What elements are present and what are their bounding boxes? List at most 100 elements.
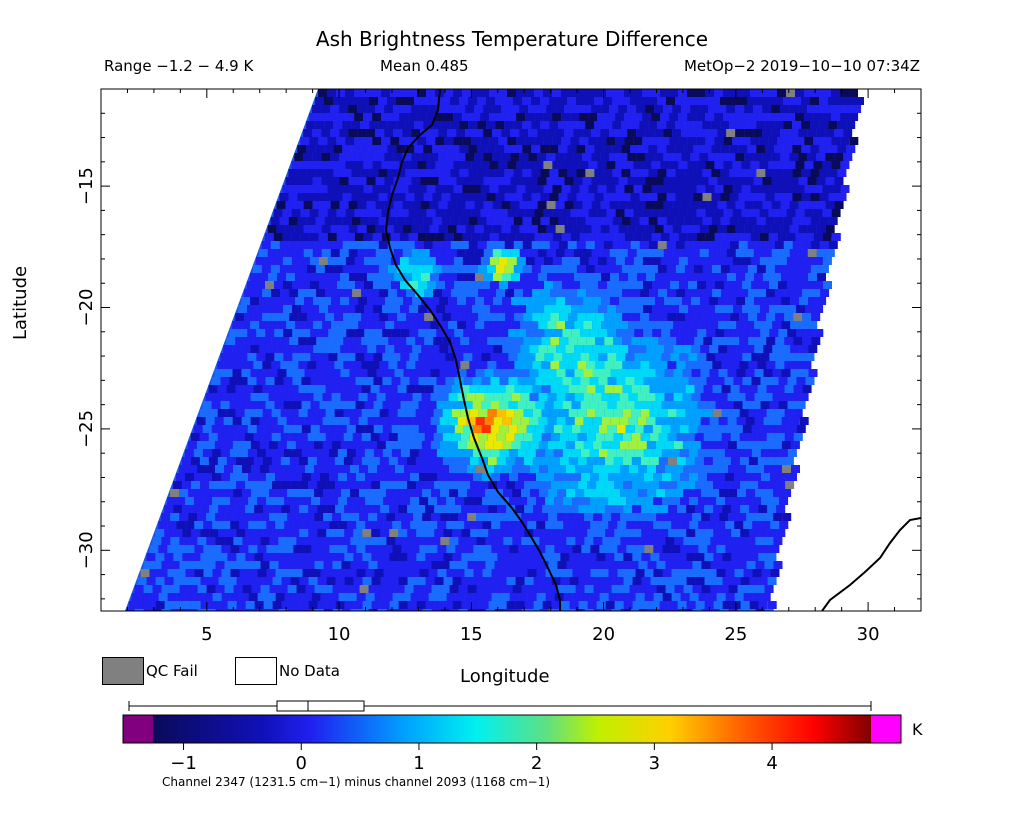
swath-cell (209, 577, 219, 585)
swath-cell (583, 321, 593, 329)
swath-cell (376, 393, 386, 401)
swath-cell (846, 145, 856, 153)
swath-cell (497, 481, 507, 489)
swath-cell (250, 273, 259, 281)
swath-cell (643, 281, 652, 289)
swath-cell (686, 505, 696, 513)
swath-cell (245, 481, 255, 489)
swath-cell (571, 353, 581, 361)
swath-cell (292, 449, 302, 457)
swath-cell (730, 385, 740, 393)
swath-cell (370, 313, 380, 321)
swath-cell (218, 577, 228, 585)
swath-cell (299, 553, 309, 561)
swath-cell (544, 449, 554, 457)
swath-cell (173, 529, 183, 537)
swath-cell (524, 553, 534, 561)
swath-cell (510, 105, 520, 113)
swath-cell (287, 489, 297, 497)
swath-cell (770, 521, 780, 529)
swath-cell (381, 185, 391, 193)
swath-cell (702, 193, 712, 201)
swath-cell (226, 385, 236, 393)
swath-cell (513, 217, 523, 225)
swath-cell (380, 577, 390, 585)
swath-cell (780, 249, 790, 257)
swath-cell (668, 529, 678, 537)
swath-cell (321, 225, 331, 233)
swath-cell (451, 337, 461, 345)
swath-cell (484, 297, 494, 305)
swath-cell (546, 177, 556, 185)
swath-cell (558, 217, 568, 225)
swath-cell (259, 297, 269, 305)
swath-cell (463, 377, 473, 385)
swath-cell (359, 465, 368, 473)
swath-cell (445, 329, 455, 337)
swath-cell (408, 89, 417, 97)
swath-cell (595, 457, 605, 465)
swath-cell (134, 585, 144, 593)
swath-cell (675, 193, 685, 201)
swath-cell (375, 105, 385, 113)
swath-cell (487, 313, 497, 321)
swath-cell (599, 545, 609, 553)
swath-cell (481, 305, 491, 313)
swath-cell (544, 305, 554, 313)
swath-cell (455, 569, 465, 577)
swath-cell (539, 537, 549, 545)
swath-cell (462, 113, 472, 121)
swath-cell (396, 193, 406, 201)
swath-cell (496, 361, 506, 369)
swath-cell (840, 161, 850, 169)
swath-cell (194, 569, 204, 577)
swath-cell (332, 609, 342, 611)
swath-cell (760, 281, 769, 289)
swath-cell (528, 105, 538, 113)
swath-cell (801, 121, 811, 129)
swath-cell (495, 193, 505, 201)
swath-cell (203, 569, 213, 577)
swath-cell (560, 481, 570, 489)
swath-cell (395, 561, 405, 569)
swath-cell (580, 425, 590, 433)
swath-cell (179, 609, 189, 611)
swath-cell (208, 409, 218, 417)
swath-cell (375, 153, 385, 161)
swath-cell (477, 121, 487, 129)
swath-cell (398, 601, 408, 609)
swath-cell (304, 441, 314, 449)
swath-cell (434, 505, 444, 513)
swath-cell (494, 537, 504, 545)
swath-cell (350, 465, 359, 473)
swath-cell (673, 273, 682, 281)
swath-cell (562, 449, 572, 457)
swath-cell (509, 473, 518, 481)
swath-cell (507, 161, 517, 169)
swath-cell (311, 593, 321, 601)
swath-cell (579, 209, 589, 217)
swath-cell (248, 521, 258, 529)
swath-cell (478, 313, 488, 321)
swath-cell (292, 377, 302, 385)
channel-footnote: Channel 2347 (1231.5 cm−1) minus channel… (162, 775, 551, 789)
swath-cell (369, 217, 379, 225)
swath-cell (406, 457, 416, 465)
swath-cell (194, 593, 204, 601)
swath-cell (646, 417, 656, 425)
swath-cell (699, 105, 709, 113)
swath-cell (300, 209, 310, 217)
swath-cell (811, 313, 821, 321)
swath-cell (503, 585, 513, 593)
swath-cell (496, 337, 506, 345)
swath-cell (358, 441, 368, 449)
swath-cell (682, 273, 691, 281)
swath-cell (324, 193, 334, 201)
swath-cell (606, 257, 616, 265)
swath-cell (417, 89, 426, 97)
swath-cell (648, 145, 658, 153)
swath-cell (313, 345, 323, 353)
swath-cell (296, 585, 306, 593)
swath-cell (755, 465, 764, 473)
swath-cell (415, 337, 425, 345)
